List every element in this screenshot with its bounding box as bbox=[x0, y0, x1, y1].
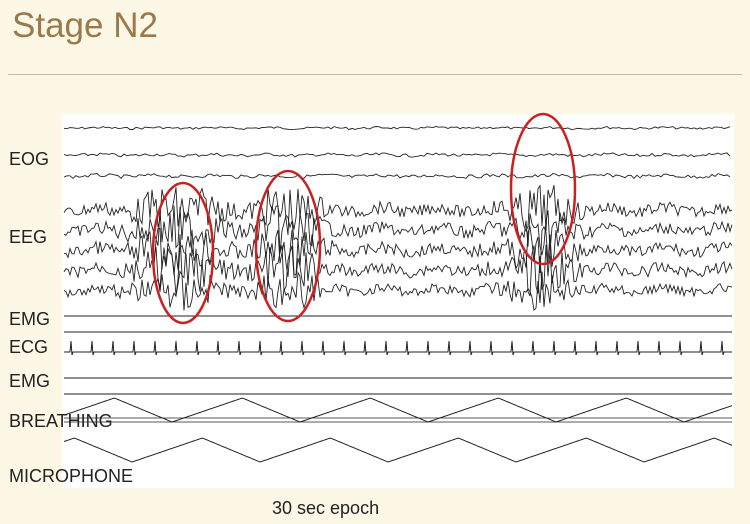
channel-label-microphone: MICROPHONE bbox=[9, 466, 134, 486]
highlight-ellipse-1 bbox=[151, 181, 215, 325]
eog-trace-3 bbox=[63, 173, 731, 180]
channel-label-emg-top: EMG bbox=[9, 309, 51, 329]
highlight-group bbox=[151, 112, 577, 325]
breathing-trace bbox=[63, 397, 733, 423]
epoch-caption: 30 sec epoch bbox=[272, 498, 380, 518]
channel-label-eeg: EEG bbox=[9, 227, 48, 247]
highlight-ellipse-2 bbox=[254, 169, 322, 323]
eog-trace-2 bbox=[63, 152, 731, 158]
ecg-trace bbox=[64, 340, 732, 356]
recording-area bbox=[62, 114, 734, 488]
title-divider bbox=[8, 74, 742, 75]
channel-label-breathing: BREATHING bbox=[9, 411, 113, 431]
trace-group bbox=[63, 126, 733, 463]
polysomnogram: EOG EEG EMG ECG EMG BREATHING MICROPHONE bbox=[0, 110, 750, 492]
channel-label-emg-bottom: EMG bbox=[9, 371, 51, 391]
microphone-trace bbox=[63, 437, 733, 463]
page-title: Stage N2 bbox=[12, 6, 158, 45]
channel-label-eog: EOG bbox=[9, 149, 50, 169]
eeg-trace-5 bbox=[63, 270, 733, 312]
polysomnogram-traces bbox=[62, 112, 734, 488]
eeg-trace-3 bbox=[64, 225, 733, 279]
eeg-trace-4 bbox=[63, 244, 733, 297]
highlight-ellipse-3 bbox=[509, 112, 577, 266]
channel-label-ecg: ECG bbox=[9, 337, 49, 357]
eog-trace-1 bbox=[63, 126, 731, 131]
eeg-trace-2 bbox=[63, 205, 733, 256]
eeg-trace-1 bbox=[63, 184, 733, 236]
